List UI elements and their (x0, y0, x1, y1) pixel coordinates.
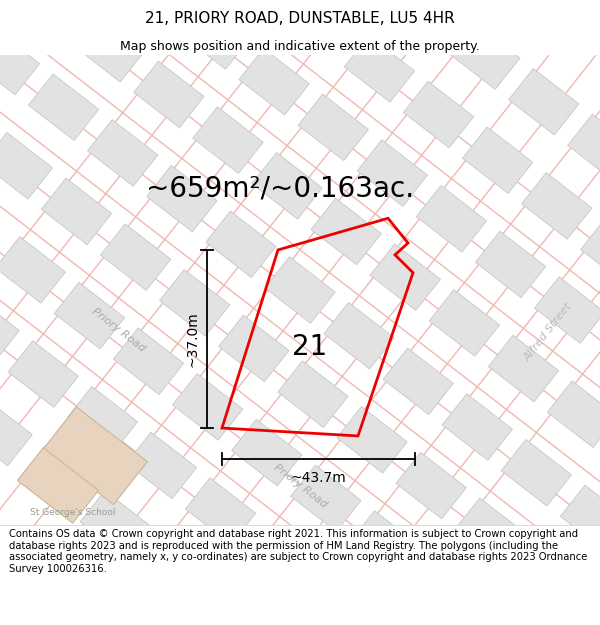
Polygon shape (488, 336, 559, 402)
Polygon shape (290, 465, 361, 532)
Polygon shape (403, 81, 473, 148)
Polygon shape (239, 48, 310, 115)
Polygon shape (449, 23, 520, 89)
Polygon shape (193, 107, 263, 173)
Polygon shape (54, 282, 125, 349)
Polygon shape (21, 445, 91, 511)
Polygon shape (0, 132, 53, 199)
Text: ~37.0m: ~37.0m (185, 311, 199, 367)
Polygon shape (501, 439, 572, 506)
Text: Map shows position and indicative extent of the property.: Map shows position and indicative extent… (120, 39, 480, 52)
Polygon shape (521, 173, 592, 239)
Polygon shape (278, 361, 348, 428)
Polygon shape (357, 140, 428, 206)
Polygon shape (80, 491, 151, 557)
Polygon shape (509, 69, 579, 135)
Text: ~43.7m: ~43.7m (290, 471, 346, 484)
Polygon shape (180, 2, 250, 69)
Polygon shape (535, 277, 600, 343)
Polygon shape (41, 178, 112, 244)
Text: St George's School: St George's School (30, 508, 115, 517)
Polygon shape (160, 269, 230, 336)
Polygon shape (28, 74, 99, 141)
Polygon shape (560, 485, 600, 552)
Polygon shape (547, 381, 600, 448)
Polygon shape (8, 341, 79, 408)
Polygon shape (455, 498, 526, 564)
Polygon shape (88, 119, 158, 186)
Polygon shape (324, 302, 394, 369)
Polygon shape (370, 244, 440, 311)
Polygon shape (350, 511, 420, 578)
Polygon shape (218, 315, 289, 382)
Polygon shape (100, 224, 171, 291)
Text: Contains OS data © Crown copyright and database right 2021. This information is : Contains OS data © Crown copyright and d… (9, 529, 587, 574)
Polygon shape (0, 295, 19, 362)
Polygon shape (67, 386, 137, 453)
Text: 21: 21 (292, 333, 328, 361)
Polygon shape (475, 231, 546, 298)
Polygon shape (185, 478, 256, 544)
Polygon shape (0, 28, 40, 95)
Text: ~659m²/~0.163ac.: ~659m²/~0.163ac. (146, 174, 414, 203)
Polygon shape (337, 407, 407, 473)
Polygon shape (429, 289, 500, 356)
Text: Priory Road: Priory Road (272, 462, 328, 509)
Polygon shape (344, 36, 415, 102)
Text: Priory Road: Priory Road (89, 306, 146, 354)
Polygon shape (43, 407, 148, 504)
Polygon shape (383, 348, 454, 414)
Polygon shape (127, 432, 197, 499)
Polygon shape (298, 94, 368, 161)
Polygon shape (265, 257, 335, 323)
Polygon shape (113, 328, 184, 394)
Polygon shape (396, 452, 466, 519)
Polygon shape (0, 237, 65, 303)
Polygon shape (17, 448, 98, 523)
Polygon shape (232, 419, 302, 486)
Polygon shape (172, 374, 243, 440)
Polygon shape (463, 127, 533, 194)
Polygon shape (581, 218, 600, 285)
Polygon shape (416, 186, 487, 252)
Polygon shape (311, 198, 382, 265)
Text: 21, PRIORY ROAD, DUNSTABLE, LU5 4HR: 21, PRIORY ROAD, DUNSTABLE, LU5 4HR (145, 11, 455, 26)
Polygon shape (134, 61, 204, 127)
Polygon shape (206, 211, 276, 278)
Polygon shape (146, 166, 217, 232)
Polygon shape (568, 114, 600, 181)
Polygon shape (252, 152, 322, 219)
Polygon shape (442, 394, 512, 461)
Polygon shape (74, 16, 145, 82)
Polygon shape (0, 399, 32, 466)
Text: Alfred Street: Alfred Street (522, 301, 574, 363)
